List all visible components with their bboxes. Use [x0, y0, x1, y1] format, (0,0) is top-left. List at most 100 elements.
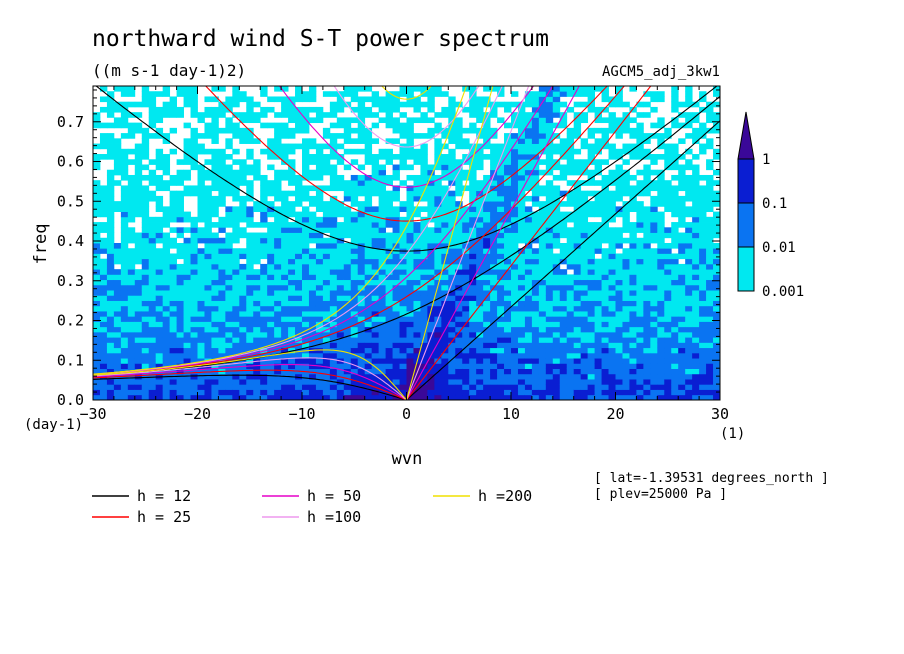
- heatmap-cell: [566, 368, 575, 375]
- heatmap-cell: [587, 206, 595, 212]
- heatmap-cell: [336, 316, 345, 322]
- heatmap-cell: [622, 237, 630, 244]
- heatmap-cell: [106, 211, 115, 218]
- heatmap-cell: [288, 211, 296, 218]
- heatmap-cell: [364, 201, 373, 207]
- heatmap-cell: [371, 295, 380, 301]
- heatmap-cell: [713, 227, 720, 233]
- heatmap-cell: [218, 227, 226, 233]
- heatmap-cell: [692, 311, 700, 317]
- heatmap-cell: [211, 337, 219, 343]
- heatmap-cell: [106, 342, 115, 349]
- heatmap-cell: [511, 154, 519, 160]
- heatmap-cell: [434, 279, 442, 286]
- heatmap-cell: [190, 148, 198, 155]
- heatmap-cell: [281, 222, 289, 228]
- heatmap-cell: [295, 300, 303, 307]
- heatmap-cell: [281, 258, 289, 265]
- heatmap-cell: [636, 248, 644, 254]
- heatmap-cell: [350, 279, 359, 286]
- heatmap-cell: [162, 243, 171, 249]
- heatmap-cell: [371, 190, 380, 197]
- heatmap-cell: [511, 248, 519, 254]
- heatmap-cell: [615, 91, 623, 97]
- heatmap-cell: [113, 394, 122, 400]
- heatmap-cell: [650, 232, 658, 239]
- heatmap-cell: [253, 253, 261, 260]
- heatmap-cell: [420, 311, 428, 317]
- heatmap-cell: [357, 185, 366, 192]
- heatmap-cell: [483, 316, 491, 322]
- heatmap-cell: [246, 384, 254, 390]
- heatmap-cell: [385, 159, 393, 165]
- heatmap-cell: [685, 342, 693, 349]
- heatmap-cell: [239, 347, 247, 354]
- heatmap-cell: [587, 394, 595, 400]
- heatmap-cell: [392, 290, 400, 296]
- heatmap-cell: [162, 311, 171, 317]
- heatmap-cell: [441, 159, 449, 165]
- heatmap-cell: [239, 253, 247, 260]
- heatmap-cell: [538, 269, 547, 275]
- heatmap-cell: [448, 159, 456, 165]
- heatmap-cell: [364, 295, 373, 301]
- heatmap-cell: [155, 263, 164, 270]
- heatmap-cell: [364, 305, 373, 312]
- heatmap-cell: [336, 352, 345, 359]
- heatmap-cell: [455, 342, 463, 349]
- heatmap-cell: [134, 122, 143, 129]
- heatmap-cell: [246, 316, 254, 322]
- heatmap-cell: [441, 237, 449, 244]
- heatmap-cell: [441, 316, 449, 322]
- heatmap-cell: [322, 91, 331, 97]
- heatmap-cell: [197, 227, 205, 233]
- heatmap-cell: [685, 133, 693, 139]
- heatmap-cell: [134, 290, 143, 296]
- heatmap-cell: [531, 154, 540, 160]
- heatmap-cell: [392, 96, 400, 103]
- heatmap-cell: [552, 86, 561, 92]
- heatmap-cell: [176, 253, 184, 260]
- heatmap-cell: [636, 216, 644, 223]
- heatmap-cell: [671, 347, 679, 354]
- heatmap-cell: [517, 331, 526, 338]
- heatmap-cell: [545, 243, 554, 249]
- heatmap-cell: [524, 248, 533, 254]
- heatmap-cell: [106, 337, 115, 343]
- heatmap-cell: [93, 159, 101, 165]
- heatmap-cell: [336, 211, 345, 218]
- heatmap-cell: [699, 222, 707, 228]
- heatmap-cell: [448, 373, 456, 380]
- heatmap-cell: [385, 358, 393, 364]
- heatmap-cell: [531, 326, 540, 333]
- heatmap-cell: [601, 180, 609, 186]
- heatmap-cell: [343, 91, 352, 97]
- heatmap-cell: [329, 143, 338, 150]
- heatmap-cell: [545, 331, 554, 338]
- heatmap-cell: [462, 379, 470, 385]
- heatmap-cell: [127, 248, 136, 254]
- heatmap-cell: [246, 305, 254, 312]
- heatmap-cell: [545, 305, 554, 312]
- heatmap-cell: [99, 347, 108, 354]
- heatmap-cell: [204, 133, 212, 139]
- heatmap-cell: [692, 331, 700, 338]
- heatmap-cell: [531, 305, 540, 312]
- heatmap-cell: [260, 326, 268, 333]
- heatmap-cell: [713, 243, 720, 249]
- heatmap-cell: [413, 300, 421, 307]
- heatmap-cell: [629, 174, 637, 181]
- heatmap-cell: [183, 290, 191, 296]
- heatmap-cell: [490, 384, 498, 390]
- heatmap-cell: [671, 164, 679, 171]
- y-axis-label: freq: [31, 224, 51, 265]
- heatmap-cell: [573, 311, 582, 317]
- heatmap-cell: [281, 269, 289, 275]
- heatmap-cell: [629, 389, 637, 396]
- heatmap-cell: [420, 316, 428, 322]
- heatmap-cell: [545, 222, 554, 228]
- heatmap-cell: [246, 96, 254, 103]
- heatmap-cell: [204, 174, 212, 181]
- heatmap-cell: [302, 352, 310, 359]
- heatmap-cell: [322, 305, 331, 312]
